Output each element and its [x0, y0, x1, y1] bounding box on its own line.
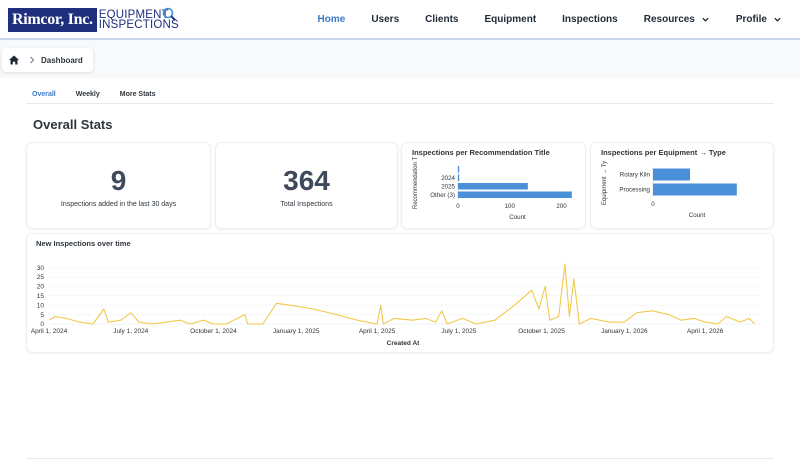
category-label: 2025 — [441, 183, 455, 190]
chart-card-inspections-over-time: New Inspections over time 0 5 10 15 20 25 30 Ap… — [26, 233, 774, 353]
x-tick-label: July 1, 2025 — [441, 328, 476, 335]
y-axis-label: Equipment → Ty — [602, 161, 608, 205]
nav-home[interactable]: Home — [318, 14, 346, 25]
tab-overall[interactable]: Overall — [26, 88, 62, 104]
x-tick-label: 100 — [505, 203, 516, 210]
x-tick-label: 0 — [651, 201, 655, 208]
y-tick-label: 20 — [37, 284, 45, 291]
chart-title: New Inspections over time — [36, 239, 131, 248]
y-tick-label: 10 — [37, 302, 45, 309]
nav-menu: Home Users Clients Equipment Inspections… — [292, 0, 800, 38]
brand-line2: INSPECTIONS — [98, 19, 179, 31]
nav-home-label: Home — [317, 13, 346, 25]
x-axis-label: Count — [509, 214, 526, 221]
bar[interactable] — [458, 166, 460, 173]
stat-total-value: 364 — [283, 165, 330, 196]
category-label: 2024 — [441, 175, 455, 182]
home-icon[interactable] — [8, 54, 20, 66]
top-nav: Rimcor, Inc. EQUIPMENT INSPECTIONS Home … — [0, 0, 800, 40]
y-tick-label: 30 — [37, 265, 45, 272]
x-tick-label: July 1, 2024 — [113, 328, 148, 335]
stat-card-total: 364 Total Inspections — [215, 142, 398, 229]
nav-users[interactable]: Users — [371, 14, 399, 25]
chart-card-equipment-type: Inspections per Equipment → Type Equipme… — [590, 142, 774, 229]
nav-equipment[interactable]: Equipment — [484, 14, 536, 25]
nav-clients[interactable]: Clients — [425, 14, 458, 25]
x-tick-label: January 1, 2025 — [273, 328, 320, 335]
x-tick-label: April 1, 2025 — [359, 328, 396, 335]
category-label: Processing — [619, 187, 650, 194]
bar[interactable] — [653, 168, 691, 181]
nav-clients-label: Clients — [425, 13, 459, 25]
stat-recent-value: 9 — [110, 165, 127, 196]
chevron-right-icon — [30, 56, 35, 64]
nav-inspections[interactable]: Inspections — [562, 14, 618, 25]
tab-weekly[interactable]: Weekly — [75, 91, 100, 98]
bar[interactable] — [458, 191, 572, 199]
x-tick-label: January 1, 2026 — [601, 328, 648, 335]
y-tick-label: 5 — [40, 312, 44, 319]
brand-name-box: Rimcor, Inc. — [8, 8, 97, 32]
nav-profile-label: Profile — [735, 13, 767, 25]
brand-line1: EQUIPMENT — [98, 9, 169, 21]
y-tick-label: 15 — [37, 293, 45, 300]
nav-profile[interactable]: Profile — [736, 14, 782, 25]
bar[interactable] — [458, 174, 460, 182]
page-title: Overall Stats — [33, 117, 113, 132]
nav-users-label: Users — [371, 13, 400, 25]
category-label: Other (3) — [430, 192, 455, 199]
breadcrumb-current: Dashboard — [41, 55, 83, 65]
chevron-down-icon — [774, 17, 781, 22]
chart-title: Inspections per Recommendation Title — [412, 148, 550, 157]
bar[interactable] — [458, 183, 528, 190]
chart-card-recommendation: Inspections per Recommendation Title Rec… — [401, 142, 586, 229]
stat-card-recent: 9 Inspections added in the last 30 days — [26, 142, 211, 229]
x-axis-label: Created At — [387, 340, 420, 347]
tab-more-stats[interactable]: More Stats — [119, 91, 156, 98]
nav-resources[interactable]: Resources — [644, 14, 710, 25]
breadcrumb: Dashboard — [2, 48, 93, 72]
x-tick-label: April 1, 2026 — [687, 328, 724, 335]
nav-equipment-label: Equipment — [484, 13, 537, 25]
nav-inspections-label: Inspections — [562, 13, 618, 25]
bar[interactable] — [653, 183, 737, 196]
footer-divider — [26, 458, 774, 459]
x-tick-label: 200 — [556, 203, 567, 210]
x-tick-label: 0 — [456, 203, 460, 210]
x-axis-label: Count — [689, 212, 706, 219]
chevron-down-icon — [702, 17, 709, 22]
tabs-divider — [26, 103, 774, 104]
inspections-line-chart: 0 5 10 15 20 25 30 April 1, 2024 July 1, 2024 Oct… — [31, 263, 760, 347]
y-tick-label: 25 — [37, 274, 45, 281]
nav-resources-label: Resources — [643, 13, 695, 25]
breadcrumb-bar: Dashboard — [0, 40, 800, 78]
x-tick-label: October 1, 2024 — [190, 328, 237, 335]
magnifier-icon — [162, 7, 176, 21]
category-label: Rotary Kiln — [620, 172, 651, 179]
brand-tagline: EQUIPMENT INSPECTIONS — [98, 9, 179, 31]
stat-total-label: Total Inspections — [280, 201, 333, 208]
dashboard-tabs: Overall Weekly More Stats — [26, 88, 170, 104]
y-tick-label: 0 — [40, 321, 44, 328]
stat-recent-label: Inspections added in the last 30 days — [60, 201, 177, 208]
x-tick-label: April 1, 2024 — [31, 328, 68, 335]
chart-title: Inspections per Equipment → Type — [601, 148, 726, 157]
brand-logo[interactable]: Rimcor, Inc. EQUIPMENT INSPECTIONS — [8, 7, 179, 33]
series-line[interactable] — [48, 263, 755, 325]
x-tick-label: October 1, 2025 — [518, 328, 565, 335]
y-axis-label: Recommendation T — [413, 157, 419, 210]
